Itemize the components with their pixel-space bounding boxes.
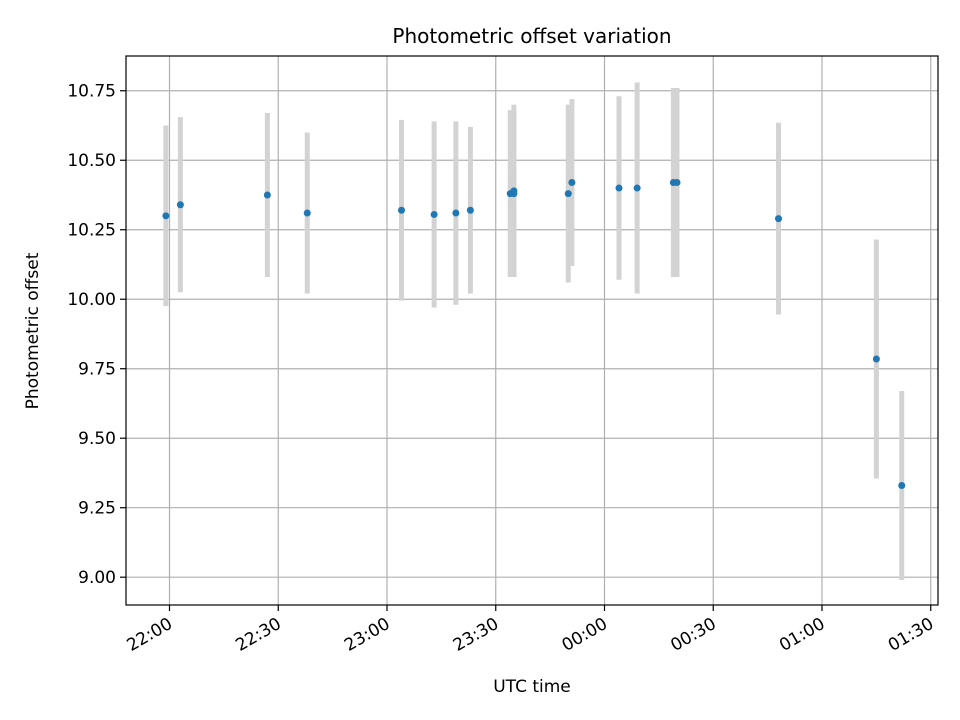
y-tick-label: 10.00 [67,290,116,310]
data-point [398,206,405,214]
y-tick-label: 10.75 [67,82,116,102]
data-points [162,178,906,489]
data-point [466,206,474,214]
y-tick-label: 9.00 [78,568,116,588]
data-point [430,210,438,218]
y-axis: 9.00 9.25 9.50 9.75 10.00 10.25 10.50 10.75 [67,82,126,588]
data-point [775,215,782,223]
data-point [633,184,641,192]
y-tick-label: 10.25 [67,221,116,241]
y-tick-label: 9.50 [78,429,116,449]
data-point [898,481,906,489]
data-point [872,355,880,363]
data-point [303,209,311,217]
chart-title: Photometric offset variation [392,24,671,48]
y-tick-label: 10.50 [67,151,116,171]
data-point [568,178,576,186]
y-axis-title: Photometric offset [23,252,43,409]
data-point [263,191,271,199]
data-point [510,190,518,198]
plot-frame [125,55,939,606]
data-point [452,209,460,217]
data-point [162,212,170,220]
data-point [615,184,623,192]
y-tick-label: 9.75 [78,360,116,380]
data-point [176,201,184,209]
data-point [673,178,681,186]
x-axis-title: UTC time [493,677,571,697]
data-point [564,190,572,198]
grid [126,56,938,605]
y-tick-label: 9.25 [78,499,116,519]
